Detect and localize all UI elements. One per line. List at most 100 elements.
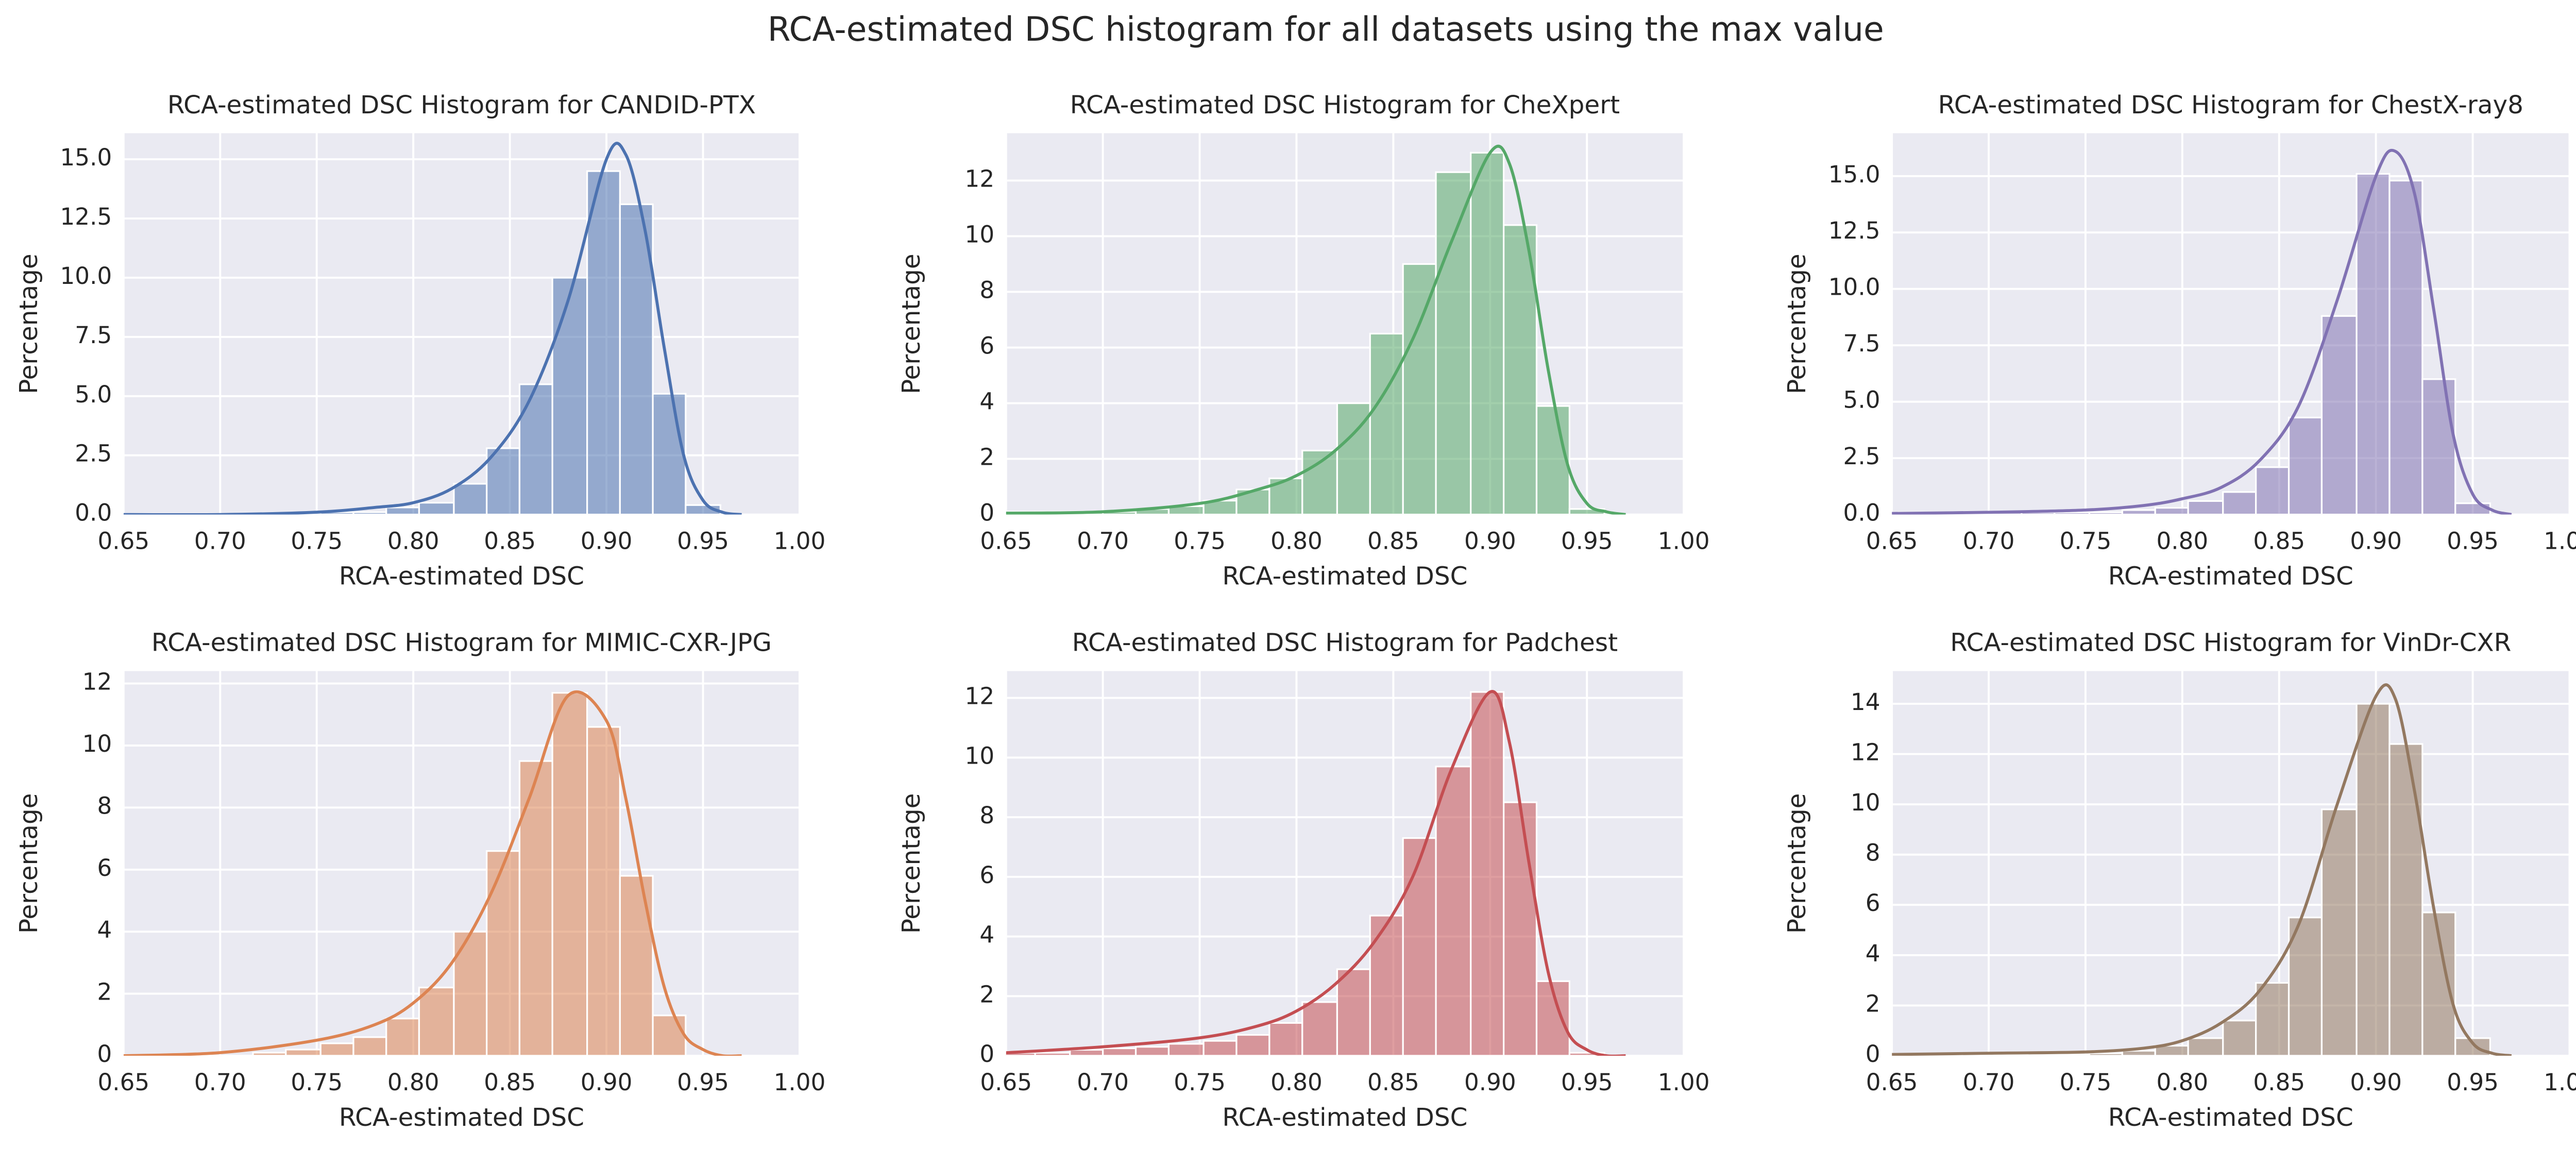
histogram-bar [453,483,488,515]
x-tick-label: 0.90 [1464,1069,1516,1096]
histogram-bar [586,170,621,515]
histogram-bar [2187,500,2224,515]
x-tick-label: 0.70 [1077,1069,1129,1096]
bars [1006,691,1605,1056]
y-tick-label: 10.0 [1828,274,1880,301]
histogram-bar [2388,179,2424,515]
histogram-bar [1402,263,1437,515]
y-tick-label: 4 [979,388,994,415]
subplot-title: RCA-estimated DSC Histogram for CANDID-P… [167,91,756,120]
x-tick-label: 0.95 [2447,1069,2499,1096]
x-tick-label: 0.95 [677,1069,729,1096]
histogram-bar [2287,917,2323,1056]
histogram-bar [619,875,654,1056]
subplot: 0.65 0.70 0.75 0.80 0.85 0.90 0.95 1.00 0.0 2.5 5.… [1783,91,2576,591]
y-tick-label: 12 [82,668,112,696]
histogram-bar [2255,466,2290,515]
histogram-bar [2454,1037,2492,1056]
y-axis-label: Percentage [14,254,43,394]
x-tick-label: 0.80 [1270,528,1323,555]
x-tick-label: 0.75 [1174,528,1226,555]
y-tick-label: 5.0 [75,381,112,408]
histogram-bar [1034,1052,1071,1056]
y-tick-label: 10 [965,221,995,248]
histogram-bar [385,506,420,515]
x-tick-label: 0.65 [1866,528,1918,555]
histogram-bar [2222,1020,2257,1056]
x-tick-label: 0.70 [1963,528,2015,555]
y-tick-label: 2.5 [1843,443,1880,470]
histogram-bar [2222,491,2257,515]
subplot-title: RCA-estimated DSC Histogram for VinDr-CX… [1950,629,2511,657]
subplot-title: RCA-estimated DSC Histogram for CheXpert [1070,91,1620,120]
x-axis-label: RCA-estimated DSC [339,562,584,590]
x-tick-label: 0.80 [1270,1069,1323,1096]
histogram-bar [619,203,654,515]
histogram-bar [518,760,553,1056]
histogram-bar [486,850,521,1056]
plot-background [1892,671,2570,1056]
histogram-bar [1268,1022,1303,1056]
x-tick-label: 0.95 [677,528,729,555]
x-tick-label: 0.85 [1367,1069,1419,1096]
histogram-bar [1102,1047,1137,1056]
histogram-bar [2121,509,2156,515]
kde-line [123,690,742,1056]
x-tick-label: 0.90 [2350,1069,2402,1096]
histogram-bar [1167,1043,1205,1056]
x-tick-label: 0.90 [1464,528,1516,555]
histogram-bar [2320,315,2358,515]
y-tick-label: 12.5 [1828,217,1880,244]
x-tick-label: 1.00 [1658,528,1710,555]
y-tick-label: 4 [97,916,112,943]
histogram-bar [352,511,387,515]
x-tick-label: 0.65 [1866,1069,1918,1096]
y-tick-label: 15.0 [60,144,112,171]
y-tick-label: 6 [979,332,994,360]
y-tick-label: 12.5 [60,203,112,230]
histogram-bar [1301,449,1338,515]
histogram-bar [2154,506,2189,515]
histogram-bar [1470,691,1505,1056]
y-tick-label: 2.5 [75,440,112,467]
histogram-bar [1535,405,1571,515]
y-tick-label: 0 [979,1040,994,1068]
x-tick-label: 0.95 [2447,528,2499,555]
x-tick-label: 0.90 [581,1069,633,1096]
kde-line [1892,148,2512,515]
x-tick-label: 0.75 [291,528,343,555]
histogram-bar [2121,1050,2156,1056]
subplot: 0.65 0.70 0.75 0.80 0.85 0.90 0.95 1.00 0 2 4 6 8 10 1… [897,629,1710,1132]
x-tick-label: 1.00 [2544,528,2576,555]
histogram-bar [1402,837,1437,1056]
y-tick-label: 6 [1866,889,1880,917]
bars [1006,151,1605,515]
histogram-bar [2255,982,2290,1056]
y-tick-label: 5.0 [1843,386,1880,414]
x-tick-label: 0.65 [980,528,1032,555]
subplot-title: RCA-estimated DSC Histogram for MIMIC-CX… [151,629,772,657]
histogram-bar [1435,171,1472,515]
histogram-bar [1069,1049,1104,1056]
y-tick-label: 0 [1866,1040,1880,1068]
y-tick-label: 15.0 [1828,161,1880,188]
y-tick-label: 10 [1851,789,1880,816]
y-tick-label: 2 [979,981,994,1008]
histogram-bar [2320,808,2358,1056]
y-tick-label: 8 [97,792,112,819]
x-tick-label: 0.85 [1367,528,1419,555]
y-tick-label: 6 [979,861,994,889]
x-tick-label: 0.70 [194,1069,246,1096]
x-tick-label: 0.85 [2253,528,2305,555]
bars [1892,173,2492,515]
y-tick-label: 10 [965,742,995,769]
histogram-bar [418,502,455,515]
y-tick-label: 6 [97,854,112,882]
histogram-bar [1268,477,1303,515]
histogram-bar [1988,1053,2023,1056]
histogram-bar [551,277,588,515]
y-tick-label: 8 [979,802,994,829]
y-tick-label: 8 [979,276,994,303]
histogram-bar [1470,151,1505,515]
